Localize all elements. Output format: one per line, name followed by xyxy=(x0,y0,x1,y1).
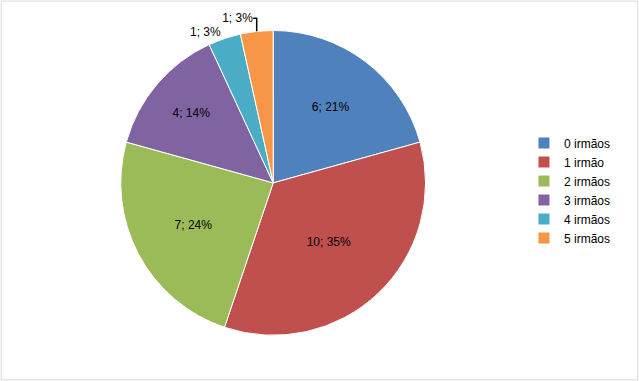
svg-text:2 irmãos: 2 irmãos xyxy=(564,175,610,189)
svg-text:3 irmãos: 3 irmãos xyxy=(564,194,610,208)
svg-text:1 irmão: 1 irmão xyxy=(564,156,604,170)
svg-text:10; 35%: 10; 35% xyxy=(307,235,351,249)
svg-text:6; 21%: 6; 21% xyxy=(312,100,350,114)
svg-text:1; 3%: 1; 3% xyxy=(190,25,221,39)
svg-text:5 irmãos: 5 irmãos xyxy=(564,232,610,246)
svg-text:4; 14%: 4; 14% xyxy=(173,106,211,120)
svg-text:4 irmãos: 4 irmãos xyxy=(564,213,610,227)
svg-text:1; 3%: 1; 3% xyxy=(222,11,253,25)
svg-text:7; 24%: 7; 24% xyxy=(175,218,213,232)
svg-text:0 irmãos: 0 irmãos xyxy=(564,137,610,151)
